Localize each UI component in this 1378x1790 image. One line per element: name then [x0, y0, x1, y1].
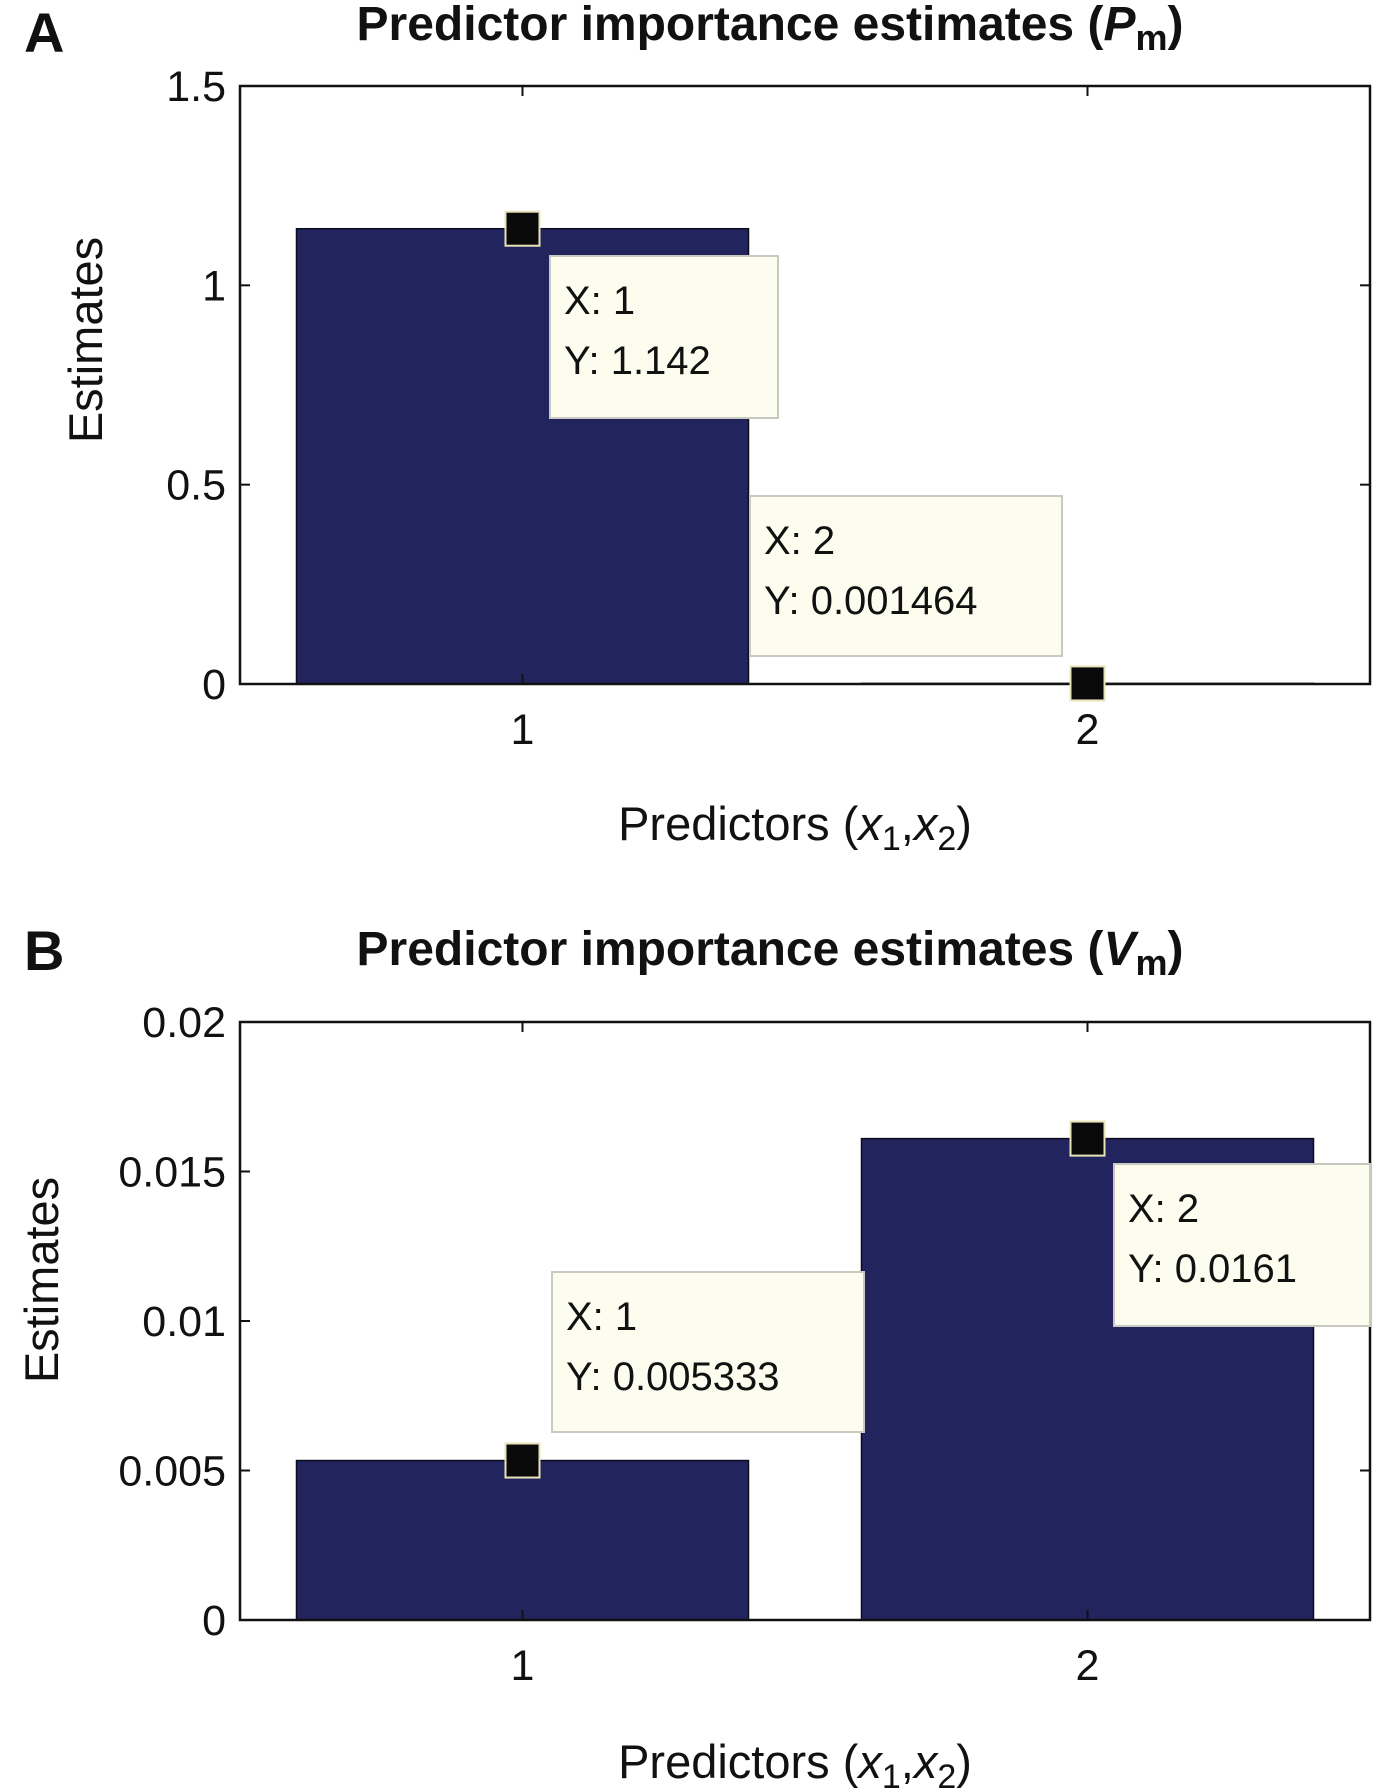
datatip-x-text-a-2: X: 2 — [764, 519, 835, 563]
y-tick-label-b: 0.02 — [142, 999, 226, 1047]
datatip-box-a-1 — [549, 255, 779, 419]
datatips-a: X: 1 Y: 1.142 X: 2 Y: 0.001464 — [504, 210, 1106, 702]
bar-b-1 — [295, 1459, 750, 1621]
x-tick-label-a: 2 — [1076, 706, 1100, 754]
y-tick-label-a: 1 — [202, 262, 226, 310]
datatip-y-text-a-2: Y: 0.001464 — [764, 579, 978, 623]
chart-title-a: Predictor importance estimates (Pm) — [357, 0, 1184, 58]
panel-b: B Predictor importance estimates (Vm) Es… — [15, 919, 1372, 1790]
x-axis-label-a: Predictors (x1,x2) — [618, 797, 972, 858]
y-axis-label-b: Estimates — [15, 1177, 68, 1383]
y-tick-label-a: 0.5 — [166, 462, 226, 510]
y-tick-label-a: 0 — [202, 661, 226, 709]
datatip-marker-b-1 — [504, 1442, 541, 1479]
datatip-y-text-a-1: Y: 1.142 — [564, 339, 711, 383]
panel-letter-a: A — [24, 1, 64, 64]
bars-b — [295, 1137, 1315, 1621]
datatip-marker-b-2 — [1069, 1120, 1106, 1157]
x-tick-label-b: 2 — [1076, 1642, 1100, 1690]
x-tick-label-b: 1 — [511, 1642, 535, 1690]
plot-area-a — [238, 84, 1372, 686]
datatip-y-text-b-1: Y: 0.005333 — [566, 1355, 780, 1399]
datatip-box-a-2 — [749, 495, 1063, 657]
y-tick-label-a: 1.5 — [166, 63, 226, 111]
y-tick-label-b: 0.01 — [142, 1298, 226, 1346]
panel-a: A Predictor importance estimates (Pm) Es… — [24, 0, 1372, 858]
tick-labels-a: 0 0.5 1 1.5 1 2 — [166, 63, 1099, 754]
tick-labels-b: 0 0.005 0.01 0.015 0.02 1 2 — [118, 999, 1099, 1690]
datatip-marker-a-1 — [504, 210, 541, 247]
datatip-x-text-b-2: X: 2 — [1128, 1187, 1199, 1231]
datatip-x-text-b-1: X: 1 — [566, 1295, 637, 1339]
datatip-box-b-2 — [1113, 1163, 1371, 1327]
x-axis-label-b: Predictors (x1,x2) — [618, 1735, 972, 1790]
y-tick-label-b: 0 — [202, 1597, 226, 1645]
panel-letter-b: B — [24, 919, 64, 982]
y-axis-label-a: Estimates — [59, 237, 112, 443]
datatip-box-b-1 — [551, 1271, 865, 1433]
datatip-marker-a-2 — [1069, 665, 1106, 702]
datatip-x-text-a-1: X: 1 — [564, 279, 635, 323]
chart-title-b: Predictor importance estimates (Vm) — [357, 923, 1184, 983]
x-tick-label-a: 1 — [511, 706, 535, 754]
datatip-y-text-b-2: Y: 0.0161 — [1128, 1247, 1297, 1291]
y-tick-label-b: 0.005 — [118, 1448, 226, 1496]
datatips-b: X: 1 Y: 0.005333 X: 2 Y: 0.0161 — [504, 1120, 1371, 1479]
y-tick-label-b: 0.015 — [118, 1149, 226, 1197]
